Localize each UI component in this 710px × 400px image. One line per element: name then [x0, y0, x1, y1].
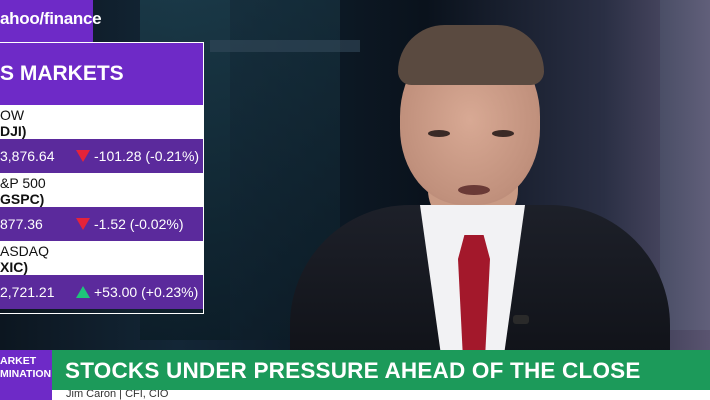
- market-symbol: DJI): [0, 123, 27, 139]
- guest-nameplate: Jim Caron | CFI, CIO: [52, 390, 710, 400]
- lapel-mic: [513, 315, 529, 324]
- market-symbol: GSPC): [0, 191, 45, 207]
- market-value-row: 877.36 -1.52 (-0.02%): [0, 207, 203, 241]
- segment-label: ARKET MINATION: [0, 350, 52, 400]
- studio-pillar: [660, 0, 710, 330]
- markets-header: S MARKETS: [0, 43, 203, 105]
- market-name-row: &P 500 GSPC): [0, 173, 203, 207]
- market-price: 2,721.21: [0, 284, 55, 300]
- market-change: -1.52 (-0.02%): [94, 216, 184, 232]
- segment-label-line1: ARKET: [0, 355, 37, 367]
- arrow-down-icon: [72, 150, 94, 162]
- arrow-up-icon: [72, 286, 94, 298]
- market-value-row: 2,721.21 +53.00 (+0.23%): [0, 275, 203, 309]
- arrow-down-icon: [72, 218, 94, 230]
- market-change: -101.28 (-0.21%): [94, 148, 200, 164]
- headline-banner: STOCKS UNDER PRESSURE AHEAD OF THE CLOSE: [52, 350, 710, 390]
- anchor-eye: [492, 130, 514, 137]
- market-name-row: OW DJI): [0, 105, 203, 139]
- market-name-row: ASDAQ XIC): [0, 241, 203, 275]
- market-name: &P 500: [0, 175, 46, 191]
- market-name: OW: [0, 107, 25, 123]
- yahoo-finance-logo: ahoo/finance: [0, 9, 102, 28]
- studio-light: [210, 40, 360, 52]
- market-change: +53.00 (+0.23%): [94, 284, 199, 300]
- market-name: ASDAQ: [0, 243, 50, 259]
- market-price: 877.36: [0, 216, 43, 232]
- market-price: 3,876.64: [0, 148, 55, 164]
- market-symbol: XIC): [0, 259, 28, 275]
- anchor-hair: [398, 25, 544, 85]
- news-anchor: [280, 20, 680, 365]
- market-value-row: 3,876.64 -101.28 (-0.21%): [0, 139, 203, 173]
- guest-name: Jim Caron | CFI, CIO: [66, 390, 169, 400]
- logo-bar: ahoo/finance: [0, 0, 102, 42]
- anchor-mouth: [458, 185, 490, 195]
- segment-label-line2: MINATION: [0, 368, 52, 380]
- markets-panel: S MARKETS OW DJI) 3,876.64 -101.28 (-0.2…: [0, 42, 204, 314]
- anchor-tie: [458, 235, 490, 355]
- anchor-eye: [428, 130, 450, 137]
